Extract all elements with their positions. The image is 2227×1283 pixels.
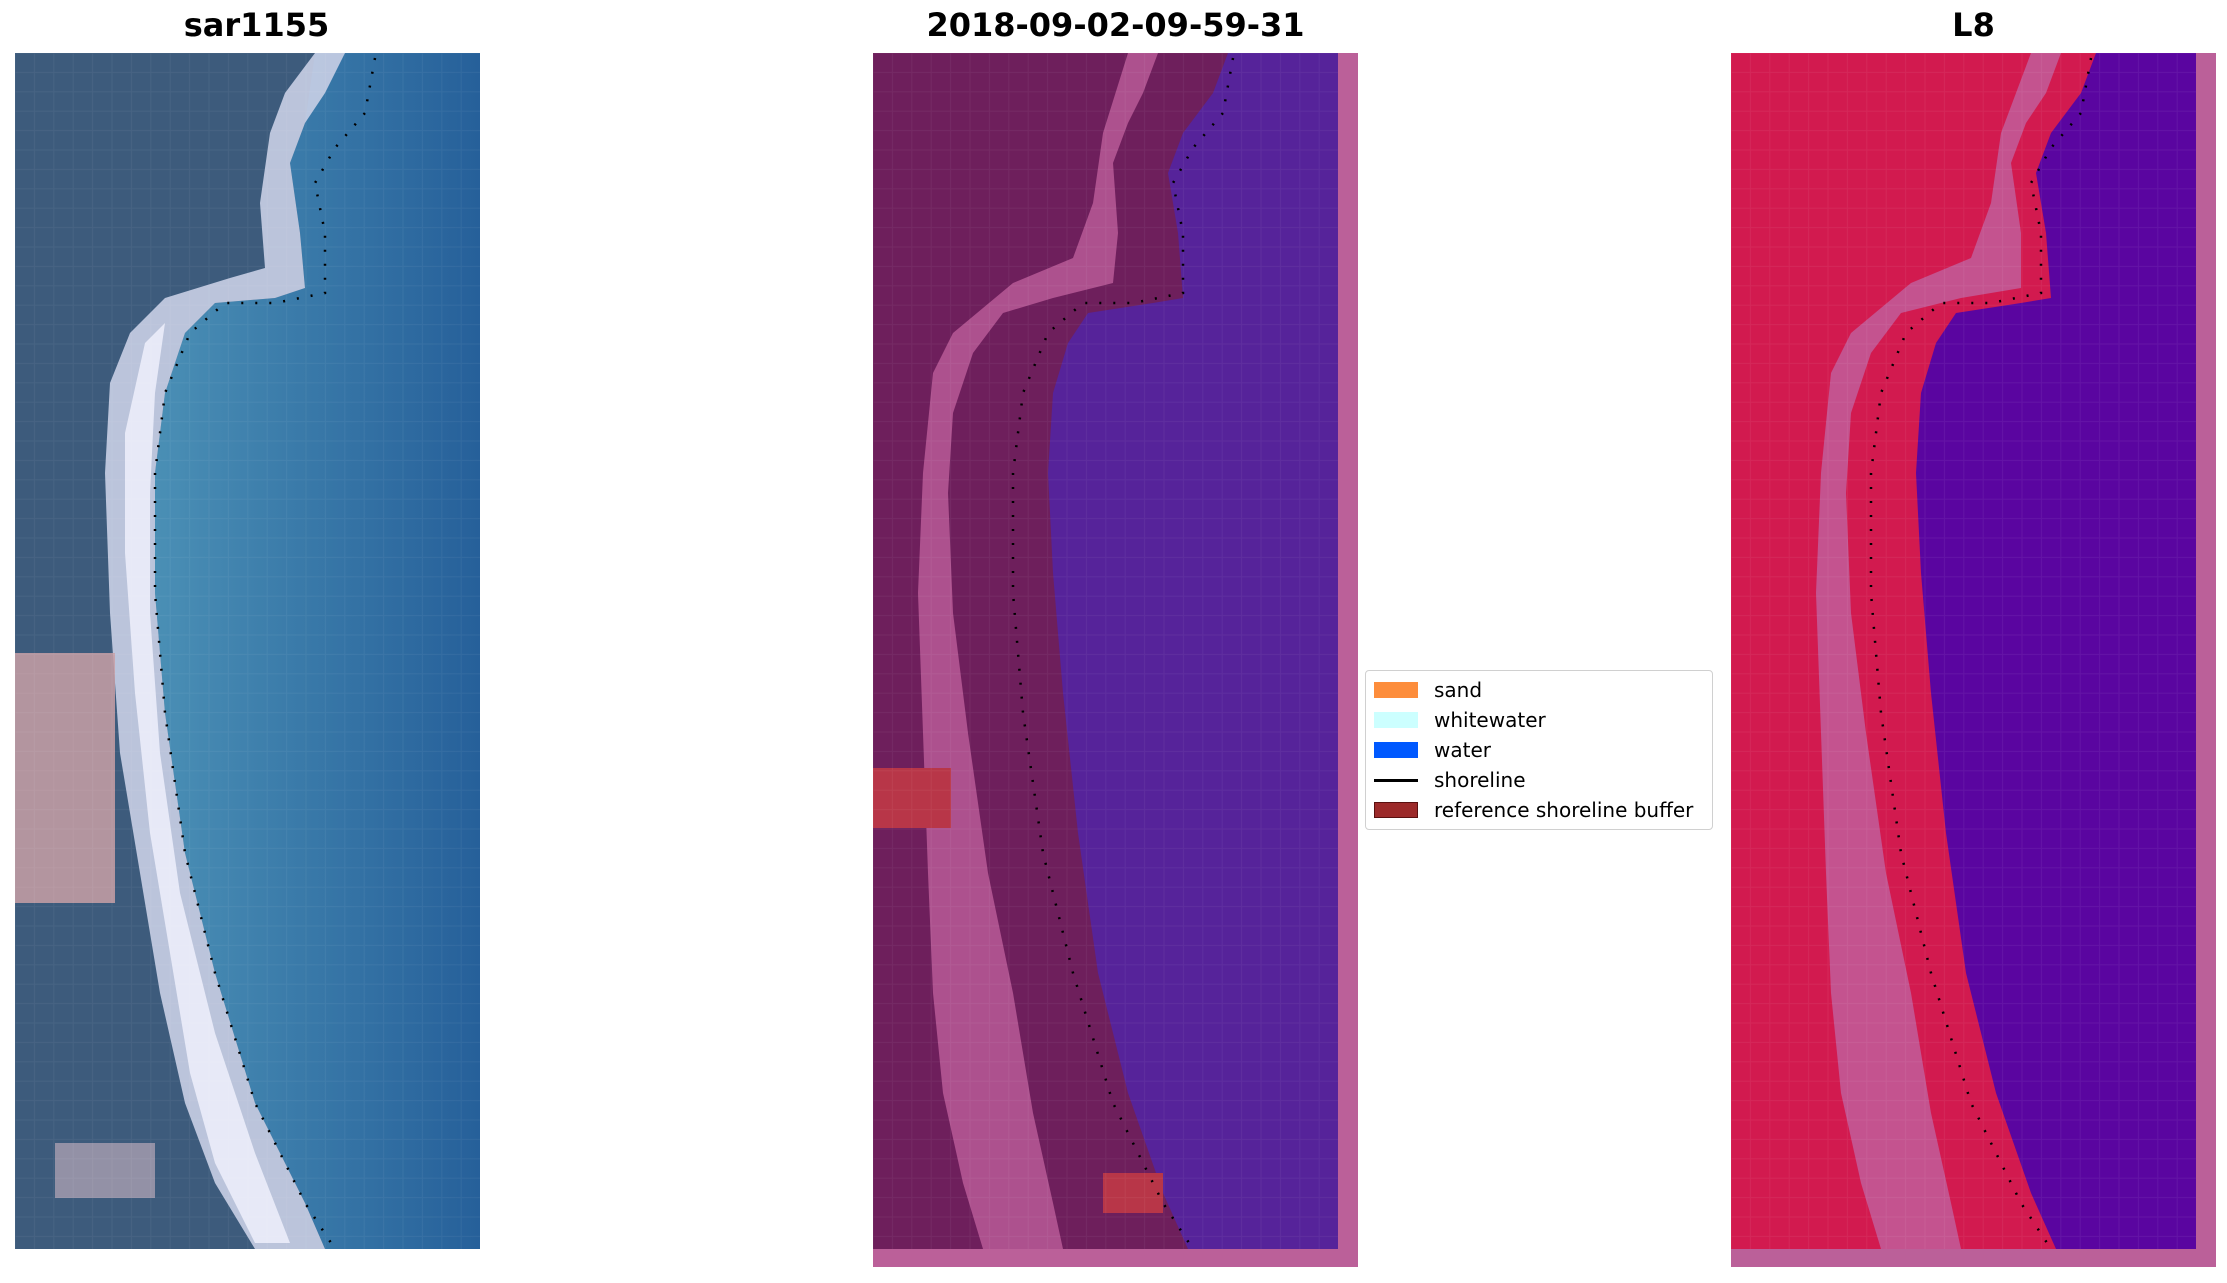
ndwi-image-panel: [1731, 53, 2216, 1267]
legend-swatch-reference-buffer: [1374, 802, 1418, 818]
legend-item-whitewater: whitewater: [1374, 707, 1546, 733]
legend-swatch-water: [1374, 742, 1418, 758]
legend: sand whitewater water shoreline referenc…: [1365, 670, 1713, 830]
legend-swatch-sand: [1374, 682, 1418, 698]
legend-item-shoreline: shoreline: [1374, 767, 1526, 793]
legend-label-whitewater: whitewater: [1434, 708, 1546, 732]
legend-swatch-whitewater: [1374, 712, 1418, 728]
panel-title-classified: 2018-09-02-09-59-31: [926, 6, 1305, 44]
panel-title-ndwi: L8: [1952, 6, 1995, 44]
legend-item-reference-buffer: reference shoreline buffer: [1374, 797, 1693, 823]
legend-item-sand: sand: [1374, 677, 1482, 703]
legend-line-shoreline: [1374, 778, 1418, 782]
legend-label-water: water: [1434, 738, 1491, 762]
legend-label-reference-buffer: reference shoreline buffer: [1434, 798, 1694, 822]
classified-image-panel: [873, 53, 1358, 1267]
rgb-image-panel: [15, 53, 480, 1249]
legend-item-water: water: [1374, 737, 1491, 763]
legend-label-shoreline: shoreline: [1434, 768, 1526, 792]
panel-title-rgb: sar1155: [183, 6, 330, 44]
legend-label-sand: sand: [1434, 678, 1483, 702]
